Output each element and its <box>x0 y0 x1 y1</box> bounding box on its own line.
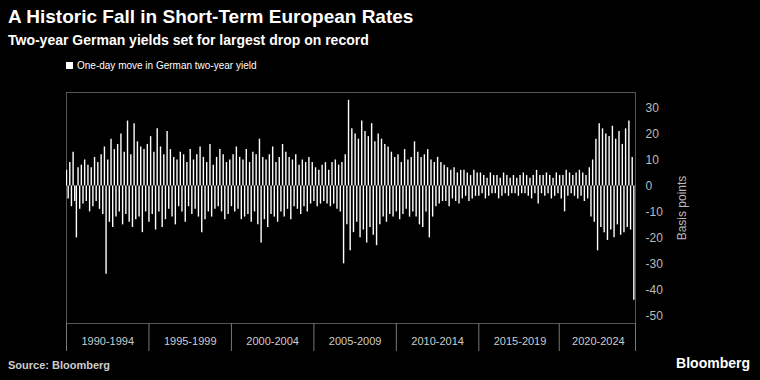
svg-text:2020-2024: 2020-2024 <box>572 335 625 347</box>
svg-text:2015-2019: 2015-2019 <box>494 335 547 347</box>
svg-text:1995-1999: 1995-1999 <box>164 335 217 347</box>
svg-text:-40: -40 <box>646 283 664 297</box>
svg-text:30: 30 <box>646 101 660 115</box>
html-text:Source: Bloomberg: Source: Bloomberg <box>8 359 111 371</box>
svg-text:10: 10 <box>646 153 660 167</box>
svg-text:2010-2014: 2010-2014 <box>411 335 464 347</box>
svg-text:0: 0 <box>646 179 653 193</box>
html-text:Two-year German yields set for: Two-year German yields set for largest d… <box>8 32 369 48</box>
svg-text:20: 20 <box>646 127 660 141</box>
svg-text:-30: -30 <box>646 257 664 271</box>
svg-text:1990-1994: 1990-1994 <box>81 335 134 347</box>
svg-text:2000-2004: 2000-2004 <box>246 335 299 347</box>
svg-text:-50: -50 <box>646 309 664 323</box>
svg-text:Basis points: Basis points <box>675 176 689 241</box>
svg-text:2005-2009: 2005-2009 <box>329 335 382 347</box>
html-text:One-day move in German two-yea: One-day move in German two-year yield <box>77 60 257 71</box>
html-text:Bloomberg: Bloomberg <box>676 355 750 371</box>
svg-text:-10: -10 <box>646 205 664 219</box>
svg-text:-20: -20 <box>646 231 664 245</box>
html-text:A Historic Fall in Short-Term: A Historic Fall in Short-Term European R… <box>8 6 414 27</box>
